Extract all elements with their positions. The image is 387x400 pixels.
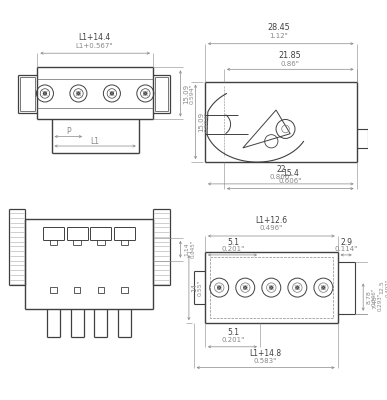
Text: 2.9: 2.9 (340, 238, 352, 247)
Text: P: P (66, 127, 71, 136)
Text: L1+0.567": L1+0.567" (75, 43, 113, 49)
Circle shape (77, 92, 80, 95)
Circle shape (244, 286, 247, 289)
Text: 15.09: 15.09 (183, 83, 189, 104)
Text: 15.4: 15.4 (282, 169, 299, 178)
Bar (50, 287, 57, 293)
Text: 0.594": 0.594" (204, 112, 209, 132)
Text: L1+14.4: L1+14.4 (78, 33, 110, 42)
Text: 0.293": 0.293" (378, 293, 383, 311)
Bar (210, 257, 333, 318)
Text: 0.201": 0.201" (222, 246, 245, 252)
Text: 0.492": 0.492" (385, 278, 387, 297)
Text: 0.866": 0.866" (269, 174, 293, 180)
Text: 8.78: 8.78 (366, 290, 372, 304)
Text: L1+12.6: L1+12.6 (255, 216, 288, 225)
Text: 1.14: 1.14 (185, 242, 190, 256)
Text: 12.5: 12.5 (380, 281, 385, 294)
Text: 5.1: 5.1 (228, 238, 240, 247)
Text: L1+14.8: L1+14.8 (250, 349, 282, 358)
Text: 28.45: 28.45 (267, 23, 290, 32)
Text: 0.201": 0.201" (222, 337, 245, 343)
Text: 15.09: 15.09 (198, 112, 204, 132)
Text: 7.45: 7.45 (372, 295, 377, 309)
Text: 21.85: 21.85 (279, 50, 301, 60)
Text: 0.594": 0.594" (189, 83, 194, 104)
Bar (121, 287, 128, 293)
Circle shape (43, 92, 46, 95)
Text: 14: 14 (192, 283, 198, 292)
Text: 0.86": 0.86" (281, 61, 300, 67)
Text: 0.114": 0.114" (334, 246, 358, 252)
Circle shape (144, 92, 147, 95)
Text: 1.12": 1.12" (269, 33, 288, 39)
Bar (74, 287, 80, 293)
Text: 22: 22 (276, 165, 286, 174)
Text: L1: L1 (91, 137, 99, 146)
Circle shape (110, 92, 113, 95)
Text: 0.496": 0.496" (260, 226, 283, 232)
Text: 0.55": 0.55" (198, 279, 203, 296)
Text: 0.045": 0.045" (190, 240, 195, 258)
Text: 0.346": 0.346" (372, 288, 377, 306)
Circle shape (218, 286, 221, 289)
Text: 5.1: 5.1 (228, 328, 240, 337)
Text: 0.583": 0.583" (254, 358, 277, 364)
Circle shape (270, 286, 273, 289)
Bar (98, 287, 104, 293)
Circle shape (322, 286, 325, 289)
Text: 0.606": 0.606" (279, 178, 302, 184)
Circle shape (296, 286, 299, 289)
